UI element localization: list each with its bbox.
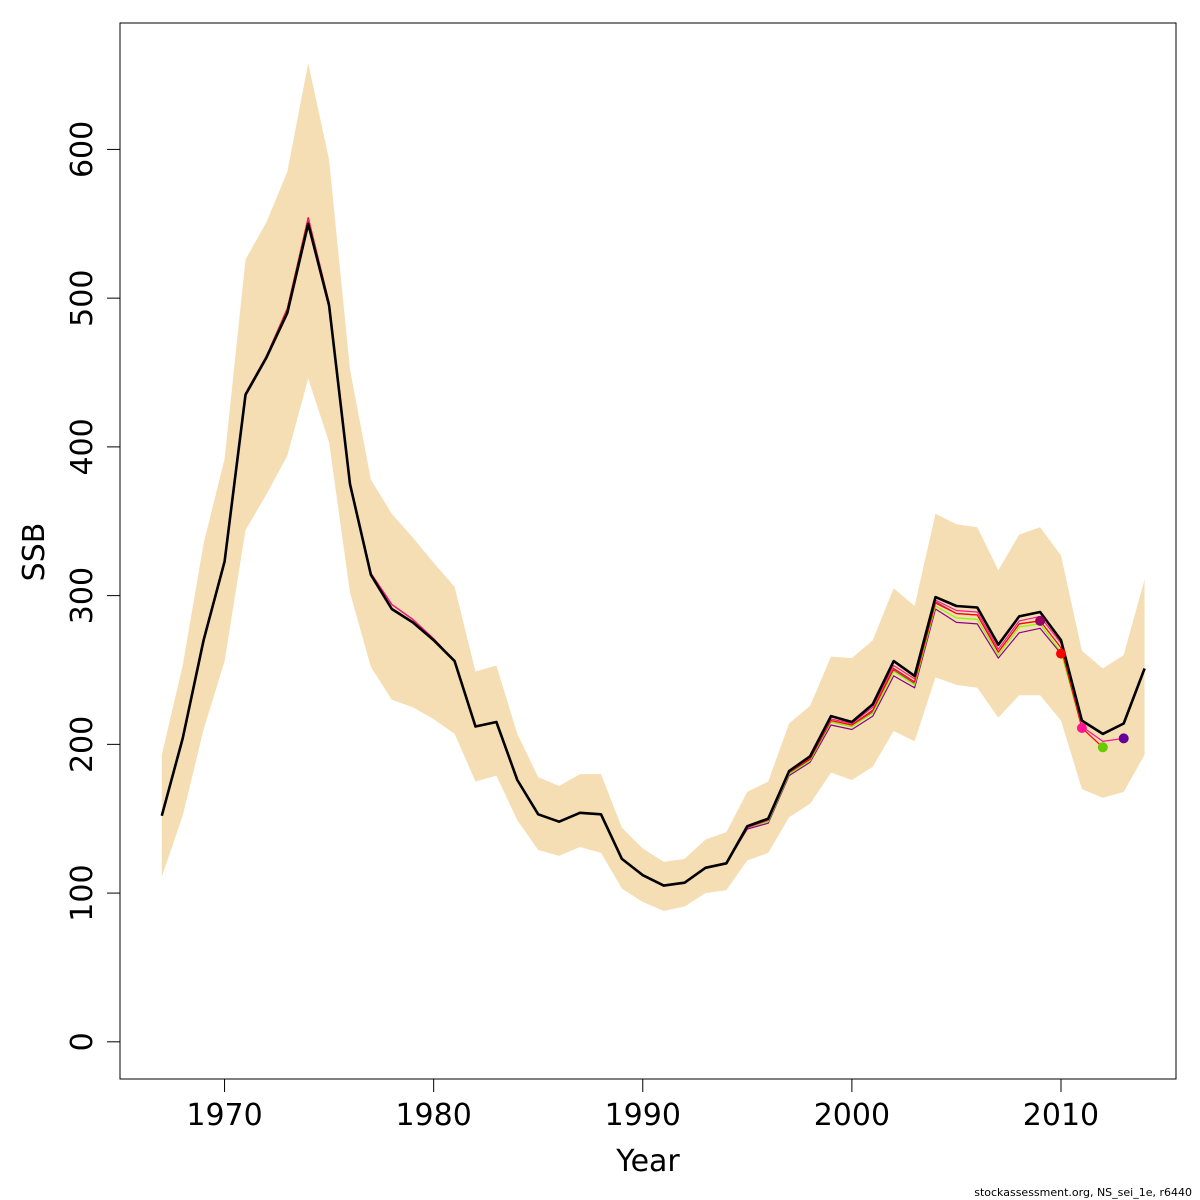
y-tick-label-200: 200 xyxy=(65,716,100,773)
y-axis: 0 100 200 300 400 500 600 xyxy=(65,121,121,1051)
y-tick-label-300: 300 xyxy=(65,567,100,624)
x-axis-title: Year xyxy=(615,1144,680,1179)
endpoint-marker-2013 xyxy=(1118,733,1129,744)
x-tick-label-1970: 1970 xyxy=(186,1098,262,1133)
x-tick-label-2000: 2000 xyxy=(814,1098,890,1133)
series-layer xyxy=(160,217,1146,887)
y-tick-label-500: 500 xyxy=(65,270,100,327)
endpoint-marker-2012 xyxy=(1097,742,1108,753)
endpoint-marker-2010 xyxy=(1056,648,1066,659)
y-axis-title: SSB xyxy=(17,523,52,582)
y-tick-label-400: 400 xyxy=(65,418,100,475)
x-tick-label-2010: 2010 xyxy=(1023,1098,1099,1133)
x-tick-label-1990: 1990 xyxy=(605,1098,681,1133)
main-series-line xyxy=(160,222,1146,887)
y-tick-label-600: 600 xyxy=(65,121,100,178)
confidence-band-layer xyxy=(161,63,1145,911)
endpoint-marker-2011 xyxy=(1076,723,1087,733)
y-tick-label-0: 0 xyxy=(65,1032,100,1051)
x-tick-label-1980: 1980 xyxy=(395,1098,471,1133)
confidence-band xyxy=(161,63,1145,911)
footer-credit: stockassessment.org, NS_sei_1e, r6440 xyxy=(974,1186,1192,1199)
x-axis: 1970 1980 1990 2000 2010 xyxy=(186,1078,1099,1133)
endpoint-marker-2009 xyxy=(1035,615,1046,626)
y-tick-label-100: 100 xyxy=(65,864,100,921)
endpoint-layer xyxy=(1035,615,1129,753)
